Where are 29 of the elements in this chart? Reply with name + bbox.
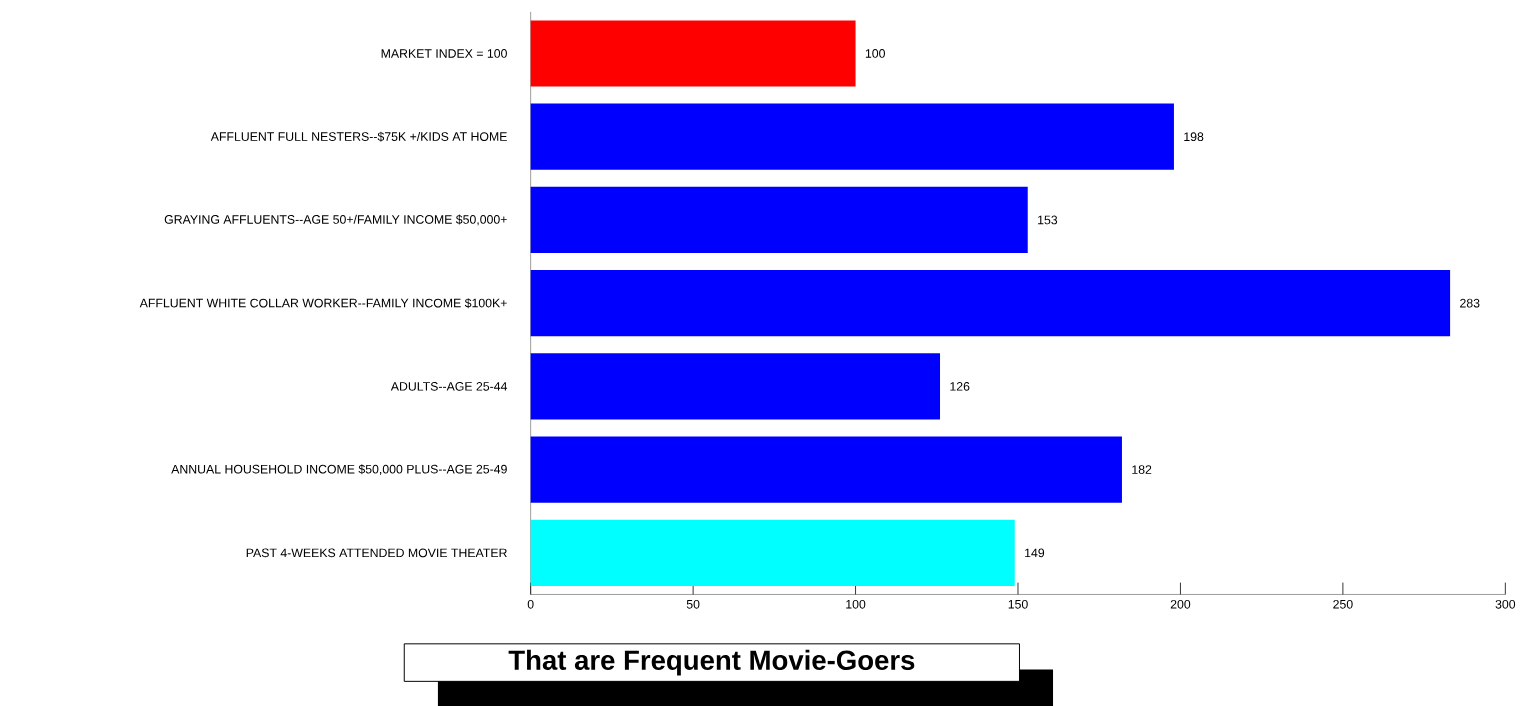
x-tick-label: 0 <box>527 599 534 609</box>
bar <box>530 436 1122 503</box>
bar <box>530 353 941 420</box>
x-tick-label: 200 <box>1170 599 1191 609</box>
y-tick-label: ADULTS--AGE 25-44 <box>390 382 508 391</box>
y-tick-label: ANNUAL HOUSEHOLD INCOME $50,000 PLUS--AGE 25-49 <box>171 464 507 475</box>
y-tick-label: PAST 4-WEEKS ATTENDED MOVIE THEATER <box>246 548 507 558</box>
x-tick-label: 300 <box>1495 599 1516 609</box>
x-tick-label: 100 <box>846 599 866 609</box>
y-tick-label: AFFLUENT WHITE COLLAR WORKER--FAMILY INCOME $100K+ <box>139 298 507 309</box>
bar <box>530 20 856 87</box>
x-tick-label: 250 <box>1333 599 1353 609</box>
y-tick-label: AFFLUENT FULL NESTERS--$75K +/KIDS AT HOME <box>210 131 507 142</box>
bar <box>530 519 1015 586</box>
x-tick-label: 150 <box>1008 599 1028 609</box>
bar <box>530 270 1451 337</box>
text: That are Frequent Movie-Goers <box>508 649 915 676</box>
data-label: 283 <box>1460 298 1480 308</box>
y-tick-label: GRAYING AFFLUENTS--AGE 50+/FAMILY INCOME $50,000+ <box>164 214 507 226</box>
data-label: 153 <box>1038 215 1058 225</box>
data-label: 149 <box>1025 548 1045 558</box>
data-label: 100 <box>865 49 885 58</box>
data-label: 126 <box>950 382 970 391</box>
x-tick-label: 50 <box>686 599 700 609</box>
data-label: 198 <box>1184 132 1204 142</box>
y-tick-label: MARKET INDEX = 100 <box>381 49 507 58</box>
data-label: 182 <box>1132 465 1152 474</box>
bar <box>530 186 1028 253</box>
bar <box>530 103 1174 170</box>
